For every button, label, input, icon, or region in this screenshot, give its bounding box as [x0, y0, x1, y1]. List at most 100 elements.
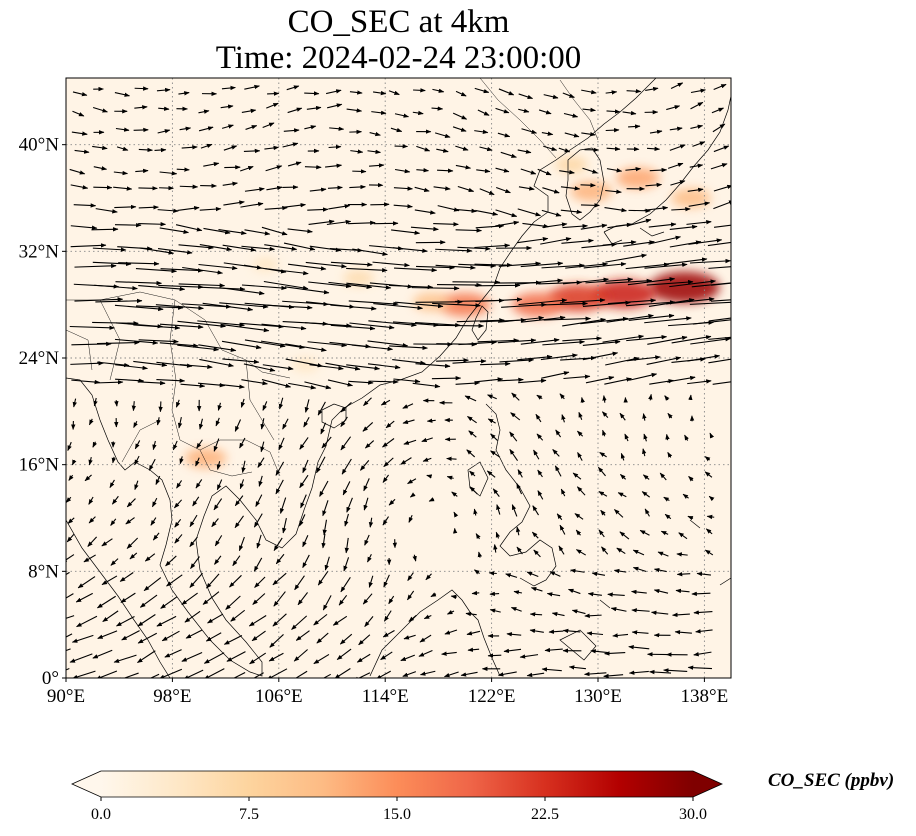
wind-arrow [313, 653, 330, 665]
lon-tick-label: 90°E [47, 686, 85, 707]
wind-arrow [249, 652, 267, 665]
wind-arrow [189, 572, 203, 588]
wind-arrow [70, 184, 89, 190]
wind-arrow [148, 458, 156, 471]
wind-arrow [606, 313, 654, 323]
wind-arrow [455, 164, 472, 170]
wind-arrow [541, 263, 585, 269]
wind-arrow [109, 479, 115, 489]
map-subtitle-time: Time: 2024-02-24 23:00:00 [215, 40, 582, 76]
wind-arrow [632, 566, 647, 573]
wind-arrow [327, 185, 343, 190]
wind-arrow [356, 653, 371, 663]
wind-arrow [390, 127, 403, 133]
wind-arrow [93, 166, 108, 171]
wind-arrow [666, 257, 708, 265]
wind-arrow [543, 316, 592, 321]
wind-arrow [517, 469, 523, 478]
wind-arrow [94, 380, 124, 385]
wind-arrow [199, 206, 222, 212]
wind-arrow [264, 205, 288, 211]
wind-arrow [520, 338, 560, 345]
wind-arrow [66, 615, 75, 619]
wind-arrow [433, 186, 451, 191]
wind-arrow [363, 397, 372, 406]
wind-arrow [581, 89, 597, 95]
wind-arrow [562, 277, 609, 285]
wind-arrow [676, 571, 691, 577]
wind-arrow [340, 401, 352, 413]
wind-arrow [360, 460, 370, 471]
wind-arrow [551, 611, 565, 617]
wind-arrow [364, 616, 374, 627]
wind-arrow [346, 267, 388, 273]
wind-arrow [309, 245, 342, 252]
wind-arrow [597, 466, 606, 477]
wind-arrow [540, 237, 572, 245]
lat-tick-label: 40°N [19, 135, 60, 156]
wind-arrow [647, 335, 688, 345]
wind-arrow [707, 241, 731, 247]
wind-arrow [179, 184, 199, 189]
wind-arrow [580, 316, 629, 325]
wind-arrow [88, 418, 94, 426]
wind-arrow [349, 184, 366, 190]
wind-arrow [287, 228, 313, 234]
wind-arrow [388, 498, 396, 506]
wind-arrow [560, 209, 583, 214]
wind-arrow [500, 151, 517, 158]
wind-arrow [380, 399, 391, 406]
wind-arrow [518, 378, 547, 384]
wind-arrow [134, 480, 139, 491]
wind-arrow [308, 281, 352, 289]
wind-arrow [207, 613, 224, 624]
wind-arrow [218, 229, 247, 236]
wind-arrow [403, 634, 416, 640]
wind-arrow [600, 509, 606, 516]
wind-arrow [221, 85, 236, 91]
wind-arrow [648, 235, 681, 245]
wind-arrow [66, 648, 71, 652]
wind-arrow [308, 219, 335, 226]
wind-arrow [133, 360, 168, 368]
wind-arrow [539, 301, 589, 306]
wind-arrow [543, 145, 558, 151]
wind-arrow [457, 246, 491, 251]
wind-arrow [559, 524, 566, 535]
colorbar [71, 770, 723, 801]
wind-arrow [326, 219, 352, 226]
wind-arrow [509, 448, 519, 461]
wind-arrow [346, 364, 381, 371]
wind-arrow [653, 588, 669, 594]
wind-arrow [425, 573, 432, 581]
wind-arrow [426, 474, 433, 479]
wind-arrow [338, 594, 348, 606]
wind-arrow [358, 634, 371, 646]
wind-arrow [713, 224, 731, 228]
wind-arrow [157, 248, 193, 255]
wind-arrow [92, 441, 97, 448]
wind-arrow [129, 552, 138, 560]
wind-arrow [623, 240, 655, 247]
wind-arrow [469, 486, 478, 495]
wind-arrow [444, 629, 458, 635]
wind-arrow [649, 167, 668, 173]
wind-arrow [455, 208, 478, 214]
wind-arrow [628, 313, 675, 321]
wind-arrow [174, 499, 183, 509]
wind-arrow [244, 339, 286, 348]
wind-arrow [213, 498, 223, 511]
wind-arrow [403, 439, 417, 445]
wind-arrow [291, 615, 308, 630]
wind-arrow [223, 200, 245, 206]
wind-arrow [158, 284, 204, 290]
wind-arrow [639, 529, 650, 536]
wind-arrow [432, 88, 445, 93]
wind-arrow [392, 247, 428, 253]
wind-arrow [138, 222, 167, 227]
wind-arrow [670, 180, 686, 186]
wind-arrow [198, 344, 237, 352]
wind-arrow [197, 382, 226, 388]
wind-arrow [631, 608, 650, 613]
